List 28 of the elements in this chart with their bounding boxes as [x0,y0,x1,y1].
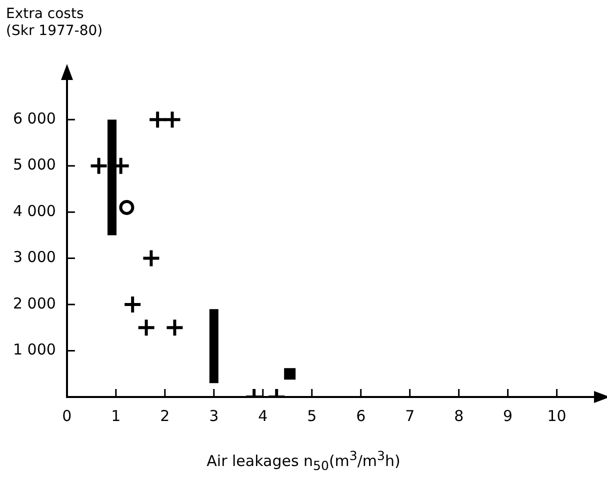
x-tick-label: 8 [454,406,464,425]
x-tick-label: 5 [307,406,317,425]
x-tick-label: 9 [503,406,513,425]
point [89,156,108,176]
point [162,110,182,130]
point [136,318,156,338]
y-tick-label: 5 000 [12,156,56,174]
x-tick-label: 10 [547,406,566,425]
y-tick-label: 4 000 [12,202,56,220]
x-tick-label: 0 [62,406,72,425]
point [165,318,184,338]
y-tick-label: 6 000 [12,110,56,128]
x-tick-label: 6 [356,406,366,425]
point [123,295,142,314]
x-tick-label: 7 [405,406,415,425]
y-tick-label: 1 000 [12,340,56,359]
y-tick-label: 3 000 [12,248,56,266]
x-tick-label: 3 [209,406,219,425]
y-tick-label: 2 000 [12,294,56,312]
point [142,248,161,268]
x-tick-label: 2 [160,406,170,425]
point [284,368,296,380]
y-axis-title: Extra costs (Skr 1977-80) [6,6,103,40]
x-tick-label: 1 [111,406,121,425]
x-axis-title: Air leakages n$_{50}$(m$^{3}$/m$^{3}$h) [206,448,402,473]
x-tick-label: 4 [258,406,268,425]
point [148,110,168,130]
point [119,200,134,215]
